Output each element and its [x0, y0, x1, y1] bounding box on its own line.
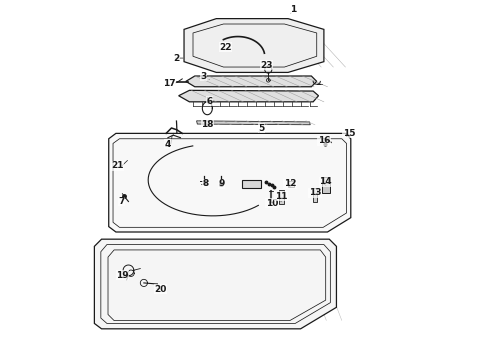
Text: 9: 9 — [219, 179, 225, 188]
Polygon shape — [109, 134, 351, 232]
Text: 22: 22 — [219, 43, 232, 52]
Polygon shape — [184, 19, 324, 72]
Polygon shape — [186, 76, 317, 87]
Text: 2: 2 — [174, 54, 180, 63]
Text: 21: 21 — [111, 161, 124, 170]
Text: 12: 12 — [284, 179, 296, 188]
Polygon shape — [179, 90, 318, 102]
Text: 1: 1 — [290, 5, 296, 14]
Text: 8: 8 — [202, 179, 209, 188]
Text: 20: 20 — [154, 285, 167, 294]
Polygon shape — [95, 239, 337, 329]
Text: 16: 16 — [318, 136, 330, 145]
Text: 3: 3 — [200, 72, 207, 81]
Text: 13: 13 — [309, 188, 321, 197]
Text: 6: 6 — [206, 96, 212, 105]
Text: 11: 11 — [274, 192, 287, 201]
Text: 23: 23 — [260, 61, 273, 70]
Text: 14: 14 — [319, 177, 332, 186]
Text: 10: 10 — [266, 199, 278, 208]
Text: 15: 15 — [343, 129, 355, 138]
Text: 17: 17 — [163, 79, 176, 88]
Polygon shape — [313, 188, 318, 202]
Polygon shape — [242, 180, 261, 188]
Text: 4: 4 — [165, 140, 171, 149]
Text: 5: 5 — [258, 123, 264, 132]
Polygon shape — [288, 181, 294, 187]
Text: 7: 7 — [118, 197, 124, 206]
Polygon shape — [322, 177, 330, 193]
Polygon shape — [196, 121, 310, 125]
Text: 18: 18 — [201, 120, 214, 129]
Polygon shape — [279, 190, 285, 204]
Text: 19: 19 — [116, 270, 129, 279]
